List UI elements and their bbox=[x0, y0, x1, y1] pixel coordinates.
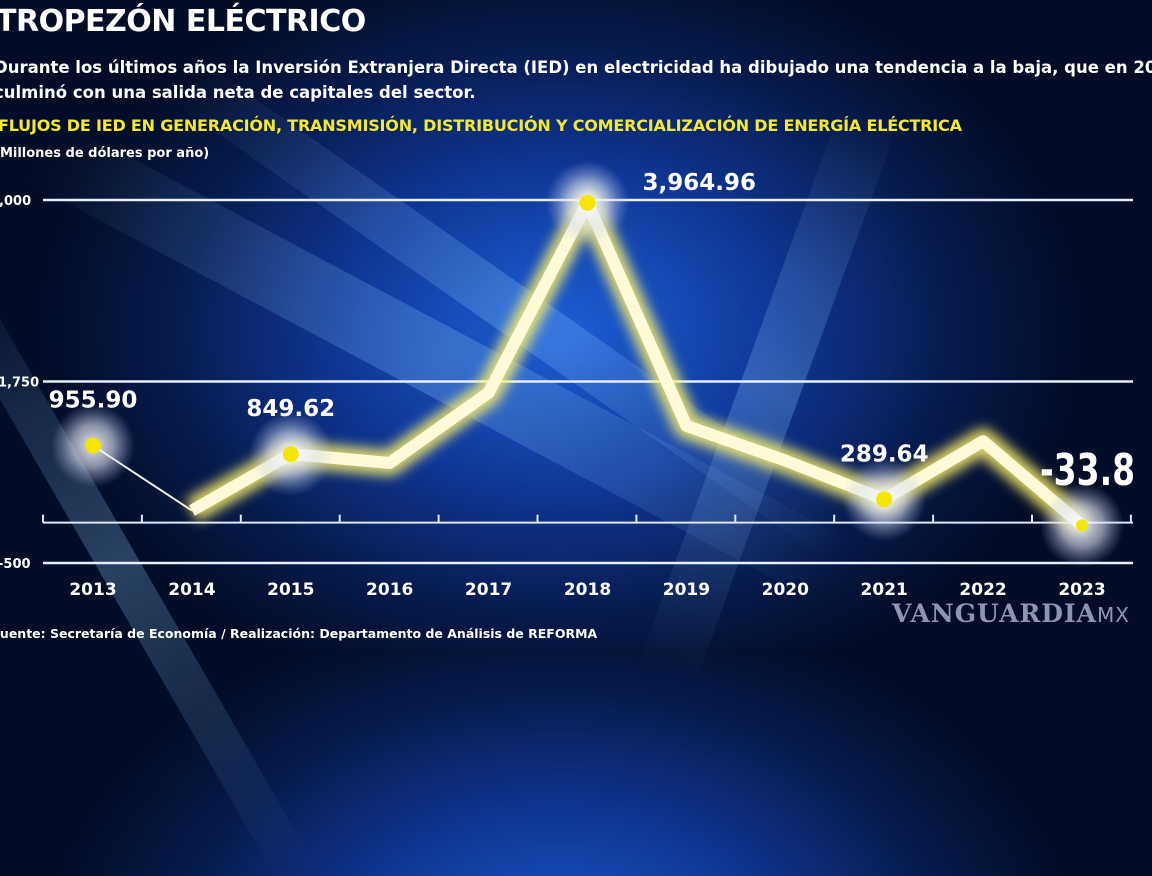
source-note: Fuente: Secretaría de Economía / Realiza… bbox=[0, 626, 598, 641]
chart-title: FLUJOS DE IED EN GENERACIÓN, TRANSMISIÓN… bbox=[0, 116, 962, 135]
data-label: -33.8 bbox=[1040, 445, 1135, 496]
y-axis-label: (Millones de dólares por año) bbox=[0, 146, 210, 161]
data-point bbox=[876, 491, 893, 508]
x-tick-label: 2017 bbox=[465, 580, 512, 600]
watermark-brand: VANGUARDIA bbox=[892, 599, 1098, 628]
x-tick-label: 2018 bbox=[564, 580, 611, 600]
x-tick-label: 2023 bbox=[1058, 580, 1105, 600]
x-tick-label: 2015 bbox=[267, 580, 314, 600]
x-tick-label: 2020 bbox=[762, 580, 809, 600]
x-tick-label: 2021 bbox=[861, 580, 908, 600]
line-chart: 4,000 1,750 -500 2013 2014 2015 2016 2017 2018 20… bbox=[0, 160, 1135, 600]
subtitle-line-1: Durante los últimos años la Inversión Ex… bbox=[0, 58, 1152, 77]
x-tick-label: 2016 bbox=[366, 580, 413, 600]
y-tick-label: 1,750 bbox=[0, 376, 39, 391]
x-tick-label: 2019 bbox=[663, 580, 710, 600]
data-point bbox=[282, 446, 299, 463]
data-label: 849.62 bbox=[246, 396, 335, 422]
subtitle-line-2: culminó con una salida neta de capitales… bbox=[0, 83, 476, 102]
data-label: 289.64 bbox=[840, 441, 929, 467]
page-title: TROPEZÓN ELÉCTRICO bbox=[0, 4, 366, 39]
x-tick-label: 2022 bbox=[959, 580, 1006, 600]
watermark-suffix: MX bbox=[1097, 603, 1131, 627]
x-tick-label: 2013 bbox=[69, 580, 116, 600]
series-line bbox=[188, 196, 1086, 530]
y-tick-label: 4,000 bbox=[0, 194, 31, 209]
y-tick-label: -500 bbox=[0, 557, 31, 572]
data-point bbox=[1076, 519, 1088, 532]
data-point bbox=[85, 437, 101, 454]
data-point bbox=[579, 194, 596, 211]
data-label: 955.90 bbox=[49, 388, 138, 414]
watermark-logo: VANGUARDIAMX bbox=[892, 601, 1130, 629]
data-label: 3,964.96 bbox=[643, 170, 757, 196]
x-tick-label: 2014 bbox=[168, 580, 215, 600]
